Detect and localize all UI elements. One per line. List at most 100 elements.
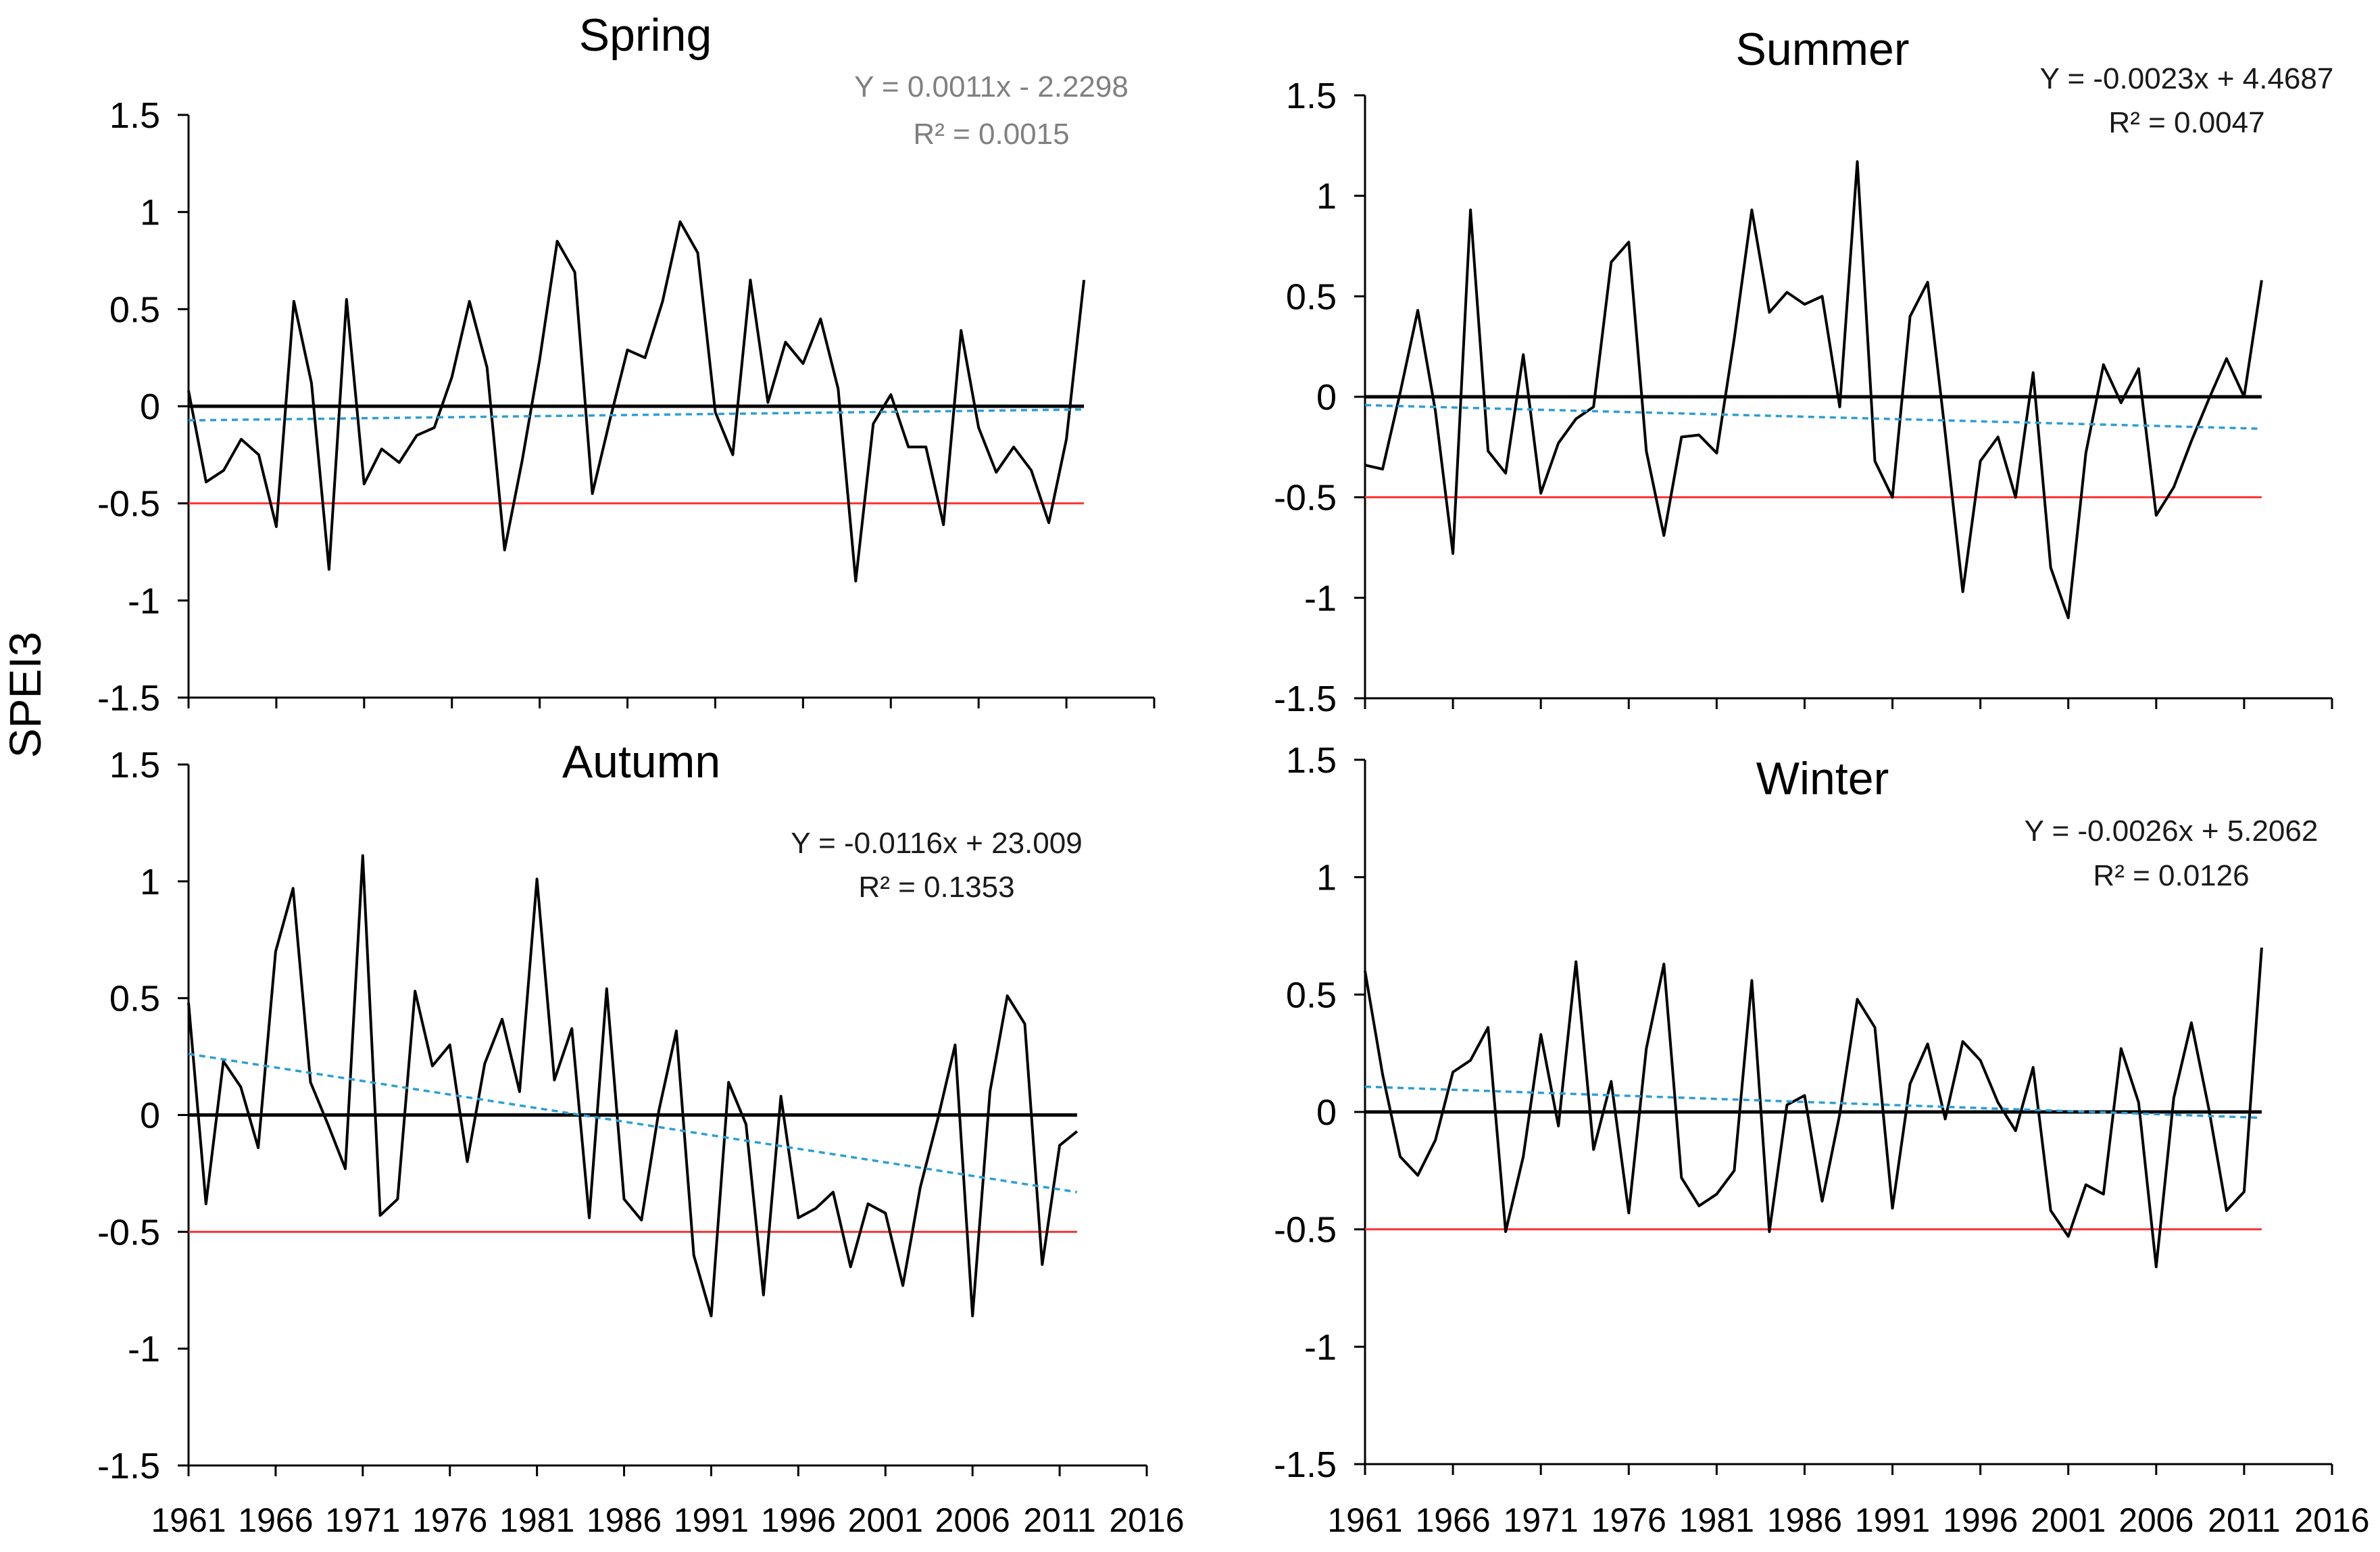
summer-data-point (1662, 533, 1666, 537)
spring-y-tick-label: 0.5 (109, 289, 160, 330)
spring-data-point (871, 422, 875, 426)
spring-y-tick-label: -0.5 (97, 484, 160, 525)
summer-data-point (1837, 405, 1841, 409)
summer-data-point (1574, 417, 1578, 421)
autumn-data-point (256, 1146, 260, 1150)
autumn-data-point (500, 1017, 504, 1021)
autumn-data-point (413, 989, 417, 993)
spring-trend-equation: Y = 0.0011x - 2.2298 (854, 70, 1129, 103)
winter-y-tick-label: -1 (1304, 1327, 1337, 1367)
summer-data-point (1891, 495, 1895, 500)
spring-data-point (538, 358, 542, 362)
winter-data-point (2031, 1065, 2035, 1069)
winter-data-point (1539, 1032, 1543, 1036)
winter-data-point (1556, 1124, 1560, 1128)
autumn-trend-line (188, 1052, 1078, 1194)
autumn-data-point (744, 1122, 748, 1126)
spring-data-point (239, 437, 243, 441)
winter-y-tick-label: -0.5 (1274, 1210, 1337, 1251)
spring-data-point (906, 445, 910, 449)
spring-data-point (222, 468, 226, 472)
summer-data-point (1820, 294, 1824, 298)
autumn-data-point (831, 1190, 835, 1194)
autumn-data-point (726, 1080, 730, 1084)
spring-data-point (818, 317, 822, 321)
winter-data-point (1820, 1199, 1824, 1203)
summer-data-point (2137, 366, 2141, 370)
spring-data-point (309, 381, 314, 385)
spring-data-point (994, 470, 998, 475)
winter-x-tick-label: 1991 (1855, 1501, 1930, 1539)
spring-data-point (345, 297, 349, 301)
summer-trend-line (1364, 404, 2262, 430)
autumn-x-tick-label: 2001 (848, 1501, 923, 1539)
winter-data-point (2260, 946, 2264, 950)
autumn-data-point (326, 1122, 330, 1126)
winter-trend-line (1364, 1085, 2262, 1119)
winter-x-tick-label: 2016 (2294, 1501, 2369, 1539)
autumn-data-point (535, 877, 539, 881)
autumn-x-tick-label: 1971 (325, 1501, 400, 1539)
autumn-data-point (518, 1090, 522, 1094)
spring-data-point (327, 567, 331, 571)
spring-y-tick-label: -1.5 (97, 678, 160, 719)
autumn-x-tick-label: 1996 (761, 1501, 836, 1539)
autumn-data-point (936, 1117, 940, 1121)
winter-data-point (1996, 1100, 2000, 1105)
winter-x-tick-label: 1966 (1415, 1501, 1490, 1539)
winter-data-point (1381, 1072, 1385, 1076)
winter-data-point (1979, 1059, 1983, 1063)
summer-data-point (1486, 449, 1490, 453)
spring-data-point (274, 525, 278, 529)
winter-data-point (2049, 1209, 2053, 1213)
autumn-data-point (674, 1029, 678, 1033)
winter-data-point (1785, 1103, 1789, 1107)
autumn-data-point (1040, 1263, 1044, 1267)
summer-data-point (1468, 208, 1472, 212)
spring-data-point (1029, 468, 1033, 472)
autumn-spei3-series-line (187, 854, 1079, 1317)
winter-data-point (1856, 997, 1860, 1001)
summer-data-point (1363, 463, 1367, 467)
winter-data-point (2102, 1192, 2106, 1196)
spring-data-point (555, 239, 560, 243)
winter-data-point (2189, 1021, 2193, 1025)
winter-y-tick-label: -1.5 (1274, 1445, 1337, 1485)
winter-y-tick-label: 1.5 (1286, 740, 1337, 781)
autumn-data-point (918, 1186, 922, 1190)
winter-data-point (1433, 1138, 1437, 1142)
autumn-data-point (970, 1314, 974, 1318)
winter-data-point (1521, 1155, 1525, 1159)
autumn-x-tick-label: 1966 (238, 1501, 313, 1539)
spring-data-point (450, 375, 454, 379)
autumn-y-tick-label: -1 (128, 1329, 160, 1369)
spring-data-point (520, 458, 524, 462)
winter-data-point (1574, 960, 1578, 964)
spring-data-point (1082, 278, 1086, 282)
winter-data-point (1732, 1169, 1736, 1173)
autumn-x-tick-label: 1961 (151, 1501, 226, 1539)
autumn-data-point (570, 1027, 574, 1031)
summer-data-point (1996, 435, 2000, 439)
summer-data-point (2014, 495, 2018, 500)
winter-x-tick-label: 1996 (1943, 1501, 2018, 1539)
winter-data-point (1891, 1206, 1895, 1210)
winter-data-point (1451, 1070, 1455, 1074)
autumn-x-tick-label: 1986 (587, 1501, 662, 1539)
autumn-x-tick-label: 1981 (499, 1501, 574, 1539)
autumn-data-point (779, 1094, 783, 1098)
spring-data-point (924, 445, 928, 449)
spring-data-point (1047, 520, 1051, 525)
winter-title: Winter (1756, 753, 1889, 804)
autumn-y-tick-label: 0 (140, 1096, 160, 1136)
spring-data-point (695, 251, 699, 255)
autumn-data-point (866, 1202, 870, 1206)
autumn-data-point (1075, 1130, 1079, 1134)
winter-x-tick-label: 1961 (1327, 1501, 1402, 1539)
autumn-data-point (639, 1218, 643, 1222)
summer-data-point (1521, 353, 1525, 357)
winter-x-tick-label: 2006 (2118, 1501, 2193, 1539)
autumn-data-point (291, 886, 295, 890)
spring-data-point (853, 579, 858, 583)
